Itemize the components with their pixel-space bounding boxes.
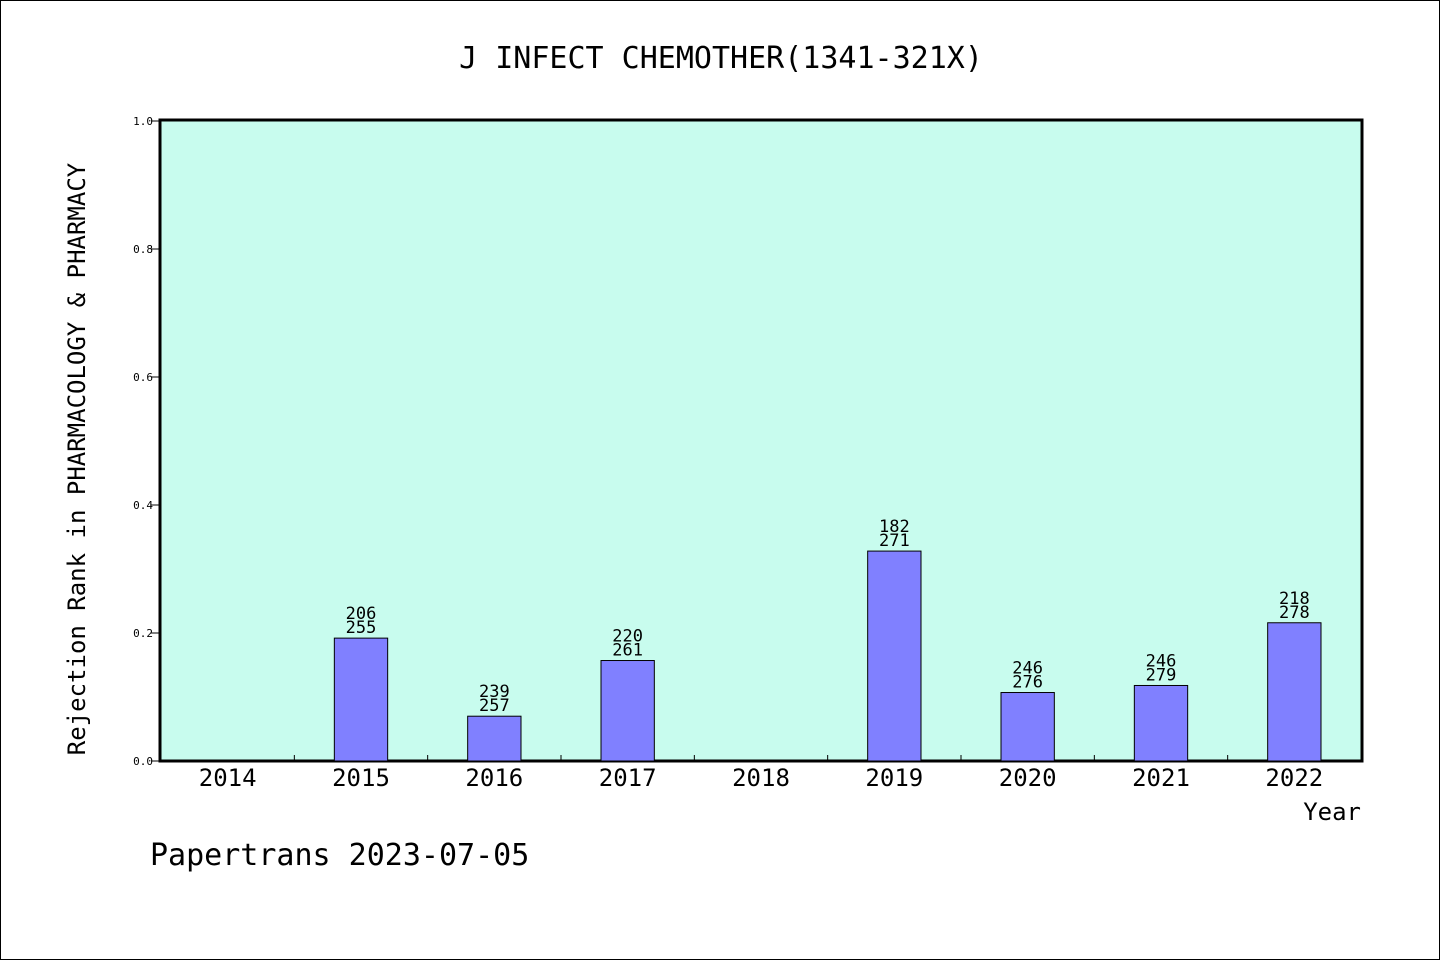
- bar-label: 206: [346, 604, 377, 624]
- y-tick-label: 0.4: [133, 499, 153, 512]
- x-axis-ticks: 2014 2015 2016 2017 2018 2019 2020 2021 2022: [199, 755, 1323, 792]
- bar-label: 261: [612, 641, 643, 661]
- bar-label: 246: [1012, 659, 1043, 679]
- bar: [1000, 692, 1055, 762]
- bar-label: 182: [879, 517, 910, 537]
- bars: [333, 550, 1322, 762]
- x-tick-label: 2017: [599, 764, 657, 792]
- x-tick-label: 2019: [865, 764, 923, 792]
- bar-label: 279: [1146, 665, 1177, 685]
- bar-label: 220: [612, 627, 643, 647]
- x-tick-label: 2014: [199, 764, 257, 792]
- x-tick-label: 2021: [1132, 764, 1190, 792]
- bar: [1267, 622, 1322, 762]
- y-tick-label: 0.0: [133, 755, 153, 768]
- bar-labels: 2062552392572202611822712462762462792182…: [346, 517, 1310, 716]
- y-tick-label: 0.2: [133, 627, 153, 640]
- bar: [333, 637, 389, 762]
- x-tick-label: 2015: [332, 764, 390, 792]
- x-tick-label: 2016: [465, 764, 523, 792]
- y-tick-label: 1.0: [133, 115, 153, 128]
- bar-label: 218: [1279, 589, 1310, 609]
- x-tick-label: 2020: [999, 764, 1057, 792]
- bar-label: 278: [1279, 603, 1310, 623]
- bar-label: 276: [1012, 673, 1043, 693]
- y-axis-label: Rejection Rank in PHARMACOLOGY & PHARMAC…: [63, 162, 91, 755]
- bar: [600, 660, 655, 762]
- y-axis-ticks: 0.0 0.2 0.4 0.6 0.8 1.0: [133, 115, 161, 768]
- y-tick-label: 0.6: [133, 371, 153, 384]
- bar-label: 246: [1146, 651, 1177, 671]
- bar-label: 257: [479, 696, 510, 716]
- bar: [467, 715, 522, 762]
- footer-text: Papertrans 2023-07-05: [150, 838, 529, 873]
- x-tick-label: 2022: [1265, 764, 1323, 792]
- bar: [1133, 684, 1189, 762]
- x-axis-label: Year: [1303, 798, 1361, 826]
- bar-label: 255: [346, 618, 377, 638]
- bar-label: 271: [879, 531, 910, 551]
- x-tick-label: 2018: [732, 764, 790, 792]
- y-tick-label: 0.8: [133, 243, 153, 256]
- bar-label: 239: [479, 682, 510, 702]
- chart-title: J INFECT CHEMOTHER(1341-321X): [459, 41, 983, 76]
- bar: [867, 550, 922, 762]
